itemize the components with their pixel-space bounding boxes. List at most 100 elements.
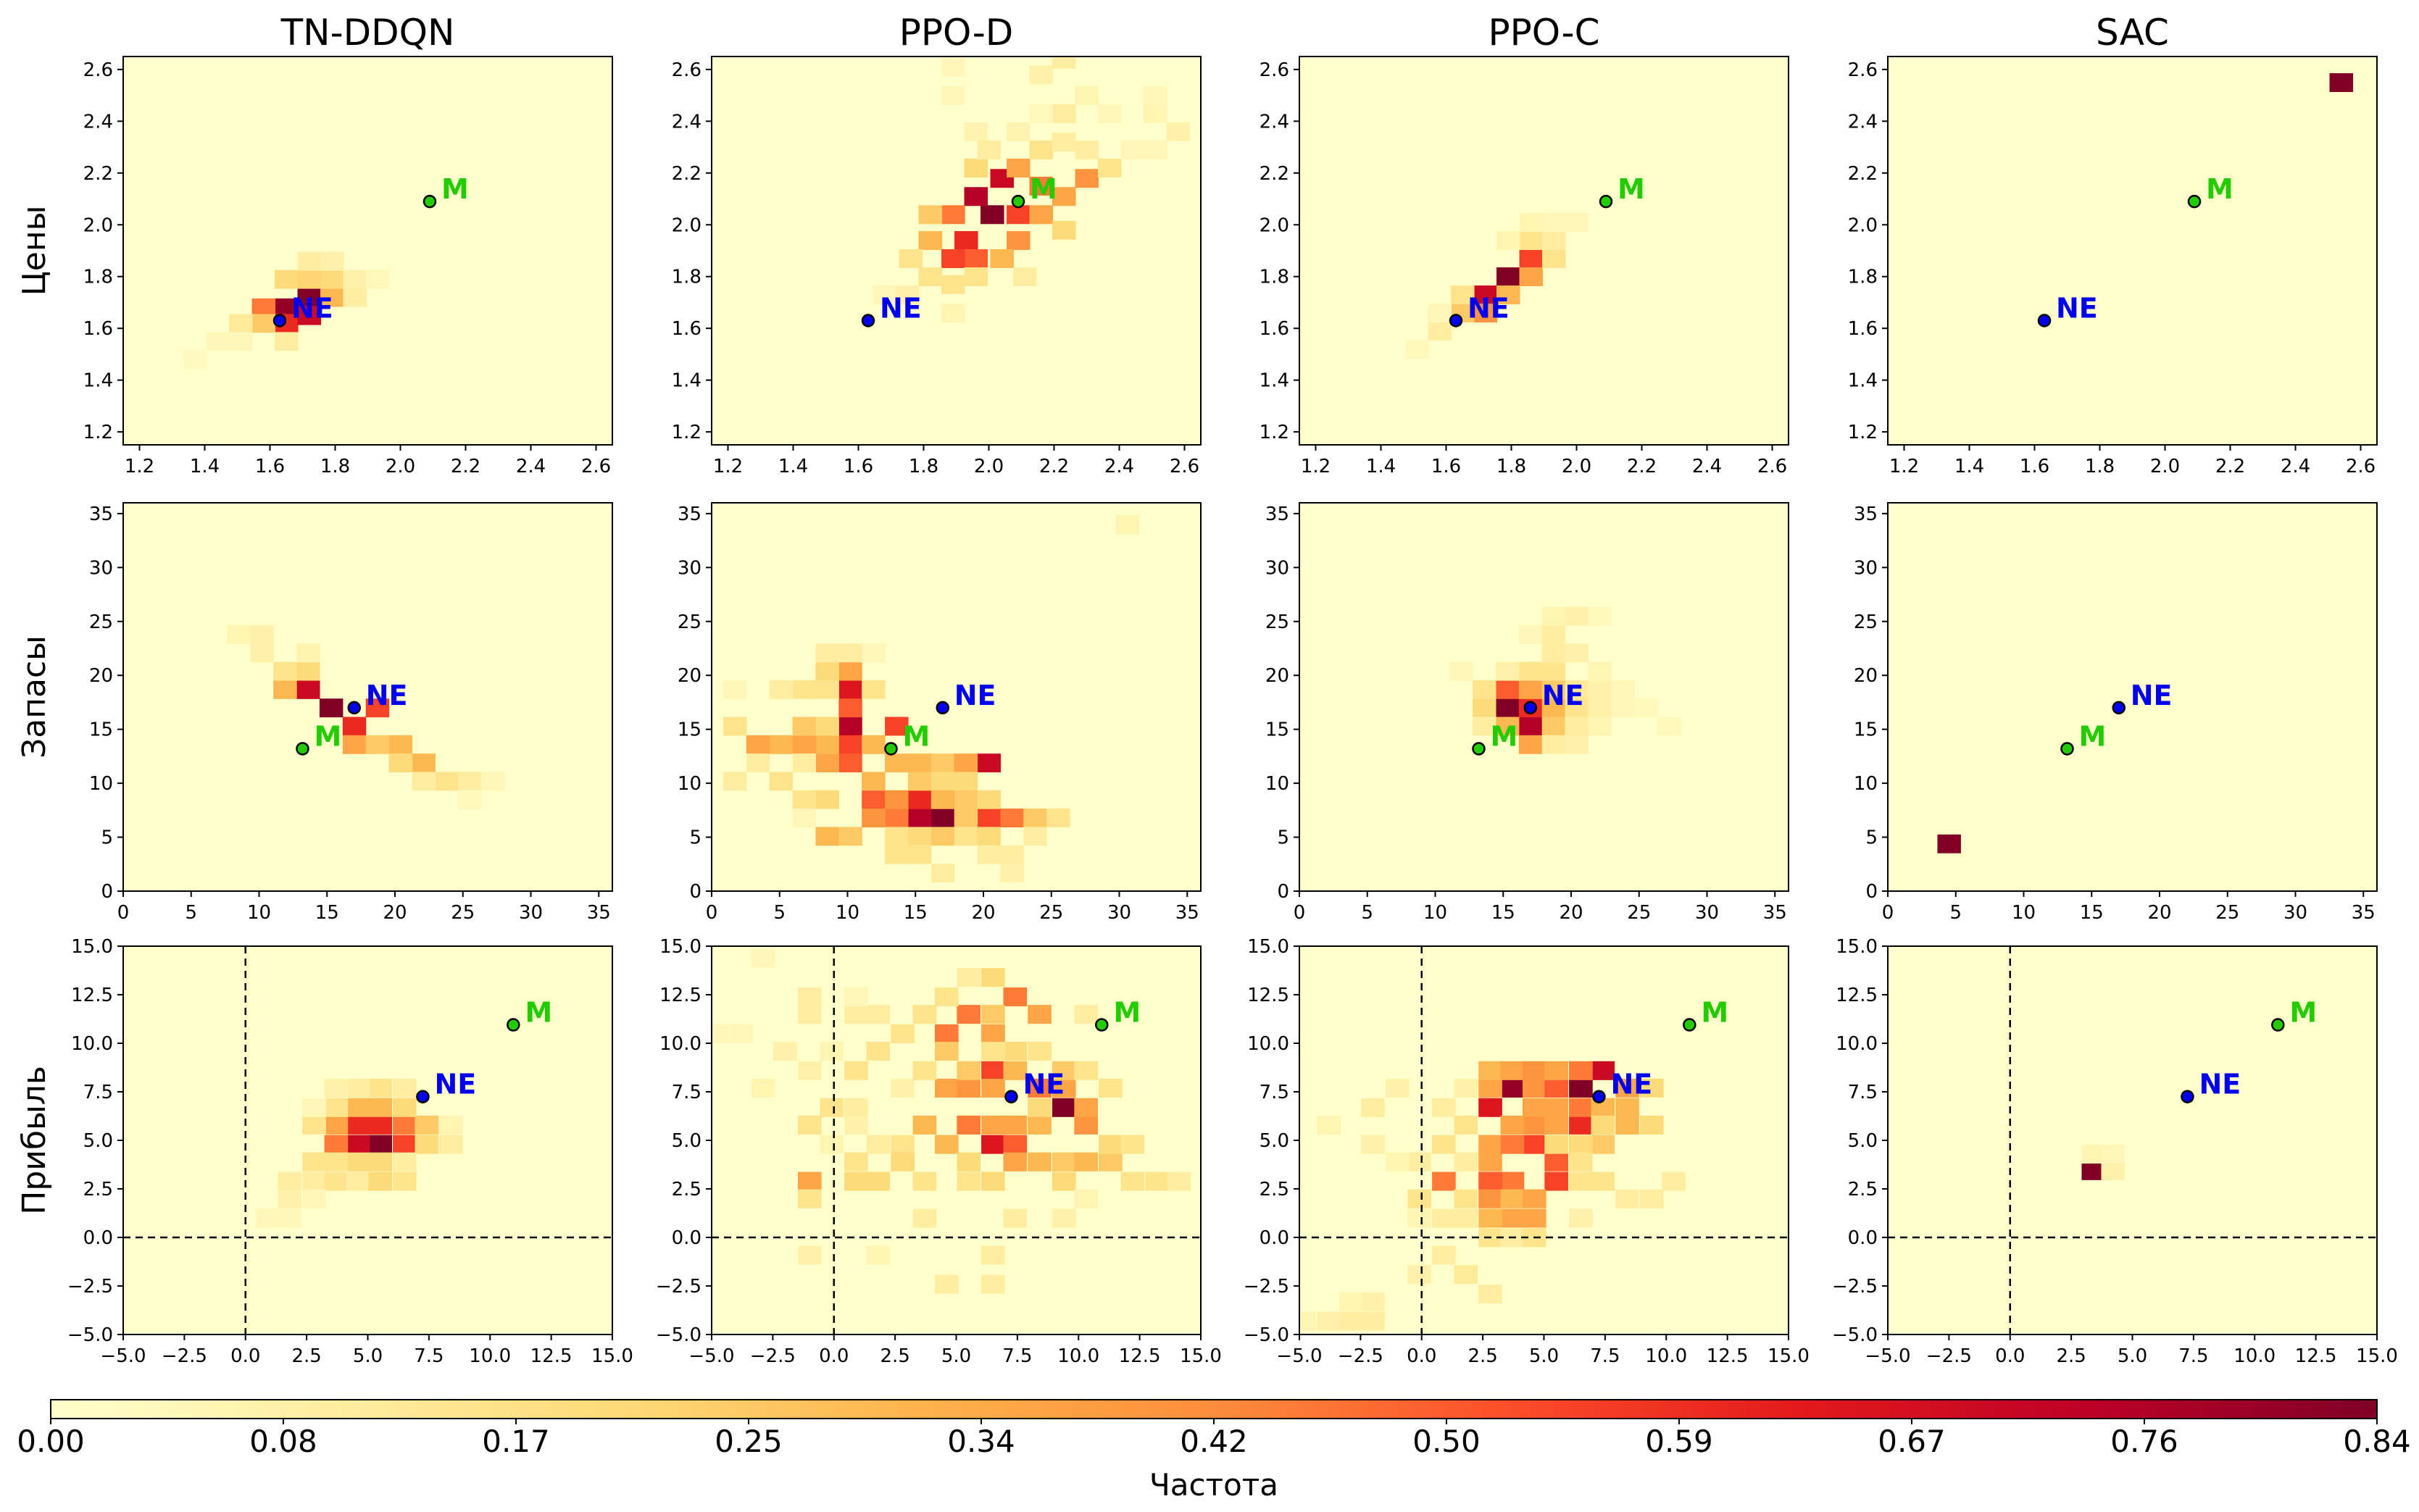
heatmap-cell bbox=[844, 1061, 868, 1080]
heatmap-cell bbox=[815, 661, 839, 681]
heatmap-cell bbox=[458, 772, 482, 791]
heatmap-cell bbox=[1144, 140, 1167, 159]
heatmap-cell bbox=[792, 717, 817, 736]
x-tick-label: 0 bbox=[706, 902, 718, 924]
x-tick-label: 12.5 bbox=[1707, 1345, 1749, 1367]
heatmap-cell bbox=[815, 643, 839, 663]
x-tick-label: 2.6 bbox=[1170, 456, 1199, 477]
heatmap-cell bbox=[439, 1135, 463, 1154]
heatmap-cell bbox=[1407, 1152, 1432, 1171]
heatmap-cell bbox=[388, 753, 413, 773]
y-tick-label: 12.5 bbox=[71, 985, 113, 1006]
heatmap-cell bbox=[1052, 1061, 1076, 1080]
heatmap-cell bbox=[320, 251, 344, 271]
marker-point bbox=[861, 314, 875, 327]
heatmap-cell bbox=[930, 753, 955, 773]
heatmap-cell bbox=[1542, 249, 1566, 269]
panel-frame bbox=[1299, 502, 1789, 892]
heatmap-cell bbox=[368, 1115, 393, 1135]
y-tick-label: 1.2 bbox=[1260, 422, 1289, 443]
marker-point bbox=[1472, 742, 1486, 756]
x-tick-label: 15 bbox=[904, 902, 928, 924]
panel-background bbox=[1888, 57, 2377, 445]
heatmap-cell bbox=[1518, 680, 1543, 699]
x-tick-label: 2.5 bbox=[2056, 1345, 2086, 1367]
x-tick-label: 15.0 bbox=[591, 1345, 633, 1367]
panel-frame bbox=[711, 56, 1202, 446]
heatmap-cell bbox=[751, 948, 775, 968]
x-tick-label: 2.5 bbox=[291, 1345, 321, 1367]
panel-frame bbox=[1887, 502, 2378, 892]
panel-frame bbox=[122, 502, 613, 892]
y-tick-label: 25 bbox=[678, 611, 701, 633]
heatmap-cell bbox=[838, 661, 862, 681]
y-tick-label: 1.6 bbox=[672, 318, 701, 340]
heatmap-cell bbox=[885, 753, 909, 773]
y-tick-label: 2.6 bbox=[83, 59, 113, 81]
x-tick-label: 5 bbox=[773, 902, 786, 924]
heatmap-cell bbox=[723, 717, 747, 736]
heatmap-cell bbox=[1591, 1171, 1615, 1191]
y-tick-label: 5 bbox=[1277, 827, 1289, 849]
x-tick-label: 2.4 bbox=[1104, 456, 1134, 477]
heatmap-cell bbox=[346, 1078, 370, 1098]
y-tick-label: 2.4 bbox=[672, 111, 701, 133]
row-label: Цены bbox=[16, 206, 53, 296]
marker-label: M bbox=[1617, 173, 1645, 205]
colorbar-tick-label: 0.76 bbox=[2110, 1424, 2178, 1459]
heatmap-cell bbox=[1099, 1078, 1123, 1098]
heatmap-cell bbox=[838, 753, 862, 773]
y-tick-label: 0.0 bbox=[1848, 1227, 1878, 1249]
heatmap-cell bbox=[342, 717, 367, 736]
x-tick-label: 1.8 bbox=[2085, 456, 2115, 477]
heatmap-cell bbox=[891, 1024, 915, 1043]
heatmap-cell bbox=[1167, 1171, 1191, 1191]
heatmap-cell bbox=[393, 1135, 417, 1154]
heatmap-cell bbox=[934, 987, 959, 1007]
heatmap-cell bbox=[1003, 987, 1028, 1007]
heatmap-cell bbox=[342, 735, 367, 754]
heatmap-cell bbox=[273, 661, 297, 681]
heatmap-cell bbox=[1338, 1292, 1363, 1311]
heatmap-cell bbox=[1522, 1208, 1546, 1228]
heatmap-cell bbox=[977, 827, 1002, 846]
x-tick-label: 5 bbox=[1949, 902, 1962, 924]
heatmap-cell bbox=[1615, 1189, 1639, 1208]
y-tick-label: 1.6 bbox=[1848, 318, 1878, 340]
heatmap-cell bbox=[896, 285, 920, 305]
heatmap-cell bbox=[907, 753, 932, 773]
x-tick-label: 35 bbox=[587, 902, 611, 924]
heatmap-cell bbox=[278, 1208, 302, 1228]
y-tick-label: 25 bbox=[89, 611, 113, 633]
marker-label: NE bbox=[1023, 1069, 1065, 1100]
heatmap-cell bbox=[1657, 717, 1681, 736]
heatmap-cell bbox=[844, 1171, 868, 1191]
y-tick-label: 35 bbox=[678, 504, 701, 525]
heatmap-cell bbox=[792, 790, 817, 809]
heatmap-cell bbox=[957, 1078, 981, 1098]
panel-background bbox=[123, 503, 612, 891]
heatmap-cell bbox=[1522, 1078, 1546, 1098]
x-tick-label: 5.0 bbox=[2118, 1345, 2147, 1367]
heatmap-cell bbox=[964, 267, 988, 287]
panel-frame bbox=[711, 502, 1202, 892]
heatmap-cell bbox=[1099, 1152, 1123, 1171]
heatmap-cell bbox=[941, 205, 965, 225]
heatmap-cell bbox=[1478, 1208, 1502, 1228]
x-tick-label: 5.0 bbox=[941, 1345, 971, 1367]
x-tick-label: 2.5 bbox=[1467, 1345, 1497, 1367]
x-tick-label: 5 bbox=[185, 902, 197, 924]
x-tick-label: 10 bbox=[2012, 902, 2036, 924]
heatmap-cell bbox=[1361, 1311, 1385, 1331]
marker-label: NE bbox=[1467, 292, 1510, 324]
heatmap-cell bbox=[797, 1005, 822, 1024]
y-tick-label: 15.0 bbox=[71, 936, 113, 958]
heatmap-cell bbox=[1565, 717, 1589, 736]
heatmap-cell bbox=[1496, 267, 1520, 287]
heatmap-cell bbox=[941, 249, 965, 269]
heatmap-cell bbox=[907, 790, 932, 809]
heatmap-cell bbox=[1098, 104, 1122, 123]
heatmap-cell bbox=[1473, 680, 1496, 699]
marker-point bbox=[936, 701, 949, 715]
y-tick-label: 1.2 bbox=[1848, 422, 1878, 443]
